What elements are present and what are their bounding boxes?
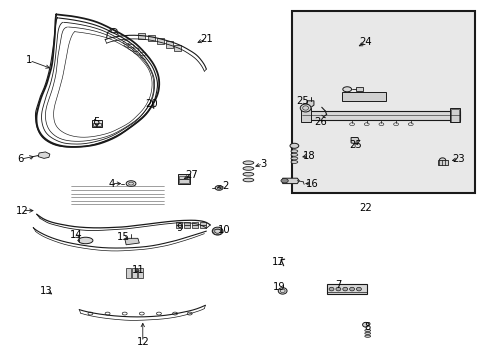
Text: 4: 4: [108, 179, 114, 189]
Bar: [93, 123, 101, 126]
Text: 18: 18: [302, 150, 315, 161]
Text: 17: 17: [271, 257, 284, 267]
Bar: [326, 284, 366, 294]
Bar: [126, 268, 131, 278]
Bar: [302, 111, 459, 120]
Ellipse shape: [290, 157, 297, 160]
Ellipse shape: [335, 287, 340, 291]
Text: 26: 26: [313, 117, 326, 127]
Ellipse shape: [439, 158, 445, 163]
Ellipse shape: [126, 181, 136, 186]
Bar: [177, 174, 190, 184]
Bar: [138, 268, 142, 278]
Ellipse shape: [362, 323, 368, 327]
Ellipse shape: [243, 172, 253, 176]
Ellipse shape: [364, 332, 370, 334]
Bar: [179, 179, 188, 183]
Text: 21: 21: [200, 34, 212, 44]
Polygon shape: [282, 178, 299, 184]
Text: 16: 16: [305, 179, 318, 189]
Ellipse shape: [364, 329, 370, 332]
Bar: [92, 120, 102, 127]
Text: 5: 5: [93, 117, 100, 127]
Text: 23: 23: [451, 154, 464, 164]
Text: 8: 8: [364, 322, 370, 332]
Bar: [183, 222, 190, 225]
Bar: [176, 225, 182, 228]
Text: 7: 7: [334, 280, 341, 290]
Bar: [183, 225, 190, 228]
Ellipse shape: [349, 287, 354, 291]
Text: 9: 9: [176, 222, 183, 233]
Ellipse shape: [290, 153, 297, 156]
Ellipse shape: [300, 104, 310, 112]
Ellipse shape: [364, 335, 370, 337]
Polygon shape: [350, 138, 359, 144]
Text: 25: 25: [295, 96, 308, 106]
Ellipse shape: [280, 179, 288, 183]
Text: 1: 1: [26, 55, 33, 66]
Text: 12: 12: [16, 206, 28, 216]
Ellipse shape: [243, 178, 253, 182]
Bar: [342, 92, 386, 101]
Text: 25: 25: [349, 140, 362, 150]
Ellipse shape: [290, 161, 297, 163]
Bar: [132, 268, 137, 278]
Bar: [138, 33, 144, 39]
Bar: [174, 45, 181, 51]
Bar: [191, 225, 198, 228]
Text: 12: 12: [136, 337, 149, 347]
Text: 6: 6: [17, 154, 24, 164]
Ellipse shape: [342, 287, 347, 291]
Bar: [291, 11, 474, 193]
Ellipse shape: [290, 150, 297, 153]
Text: 2: 2: [222, 181, 229, 192]
Ellipse shape: [278, 288, 286, 294]
Ellipse shape: [78, 237, 93, 244]
Bar: [191, 222, 198, 225]
Ellipse shape: [356, 287, 361, 291]
Text: 13: 13: [40, 285, 53, 296]
Bar: [199, 222, 205, 225]
Ellipse shape: [342, 87, 351, 92]
Bar: [355, 87, 363, 91]
Text: 3: 3: [260, 159, 265, 169]
Ellipse shape: [328, 287, 333, 291]
Polygon shape: [306, 101, 313, 107]
Bar: [199, 225, 205, 228]
Text: 15: 15: [117, 232, 129, 242]
Bar: [449, 108, 459, 122]
Text: 20: 20: [145, 99, 158, 109]
Text: 19: 19: [273, 282, 285, 292]
Ellipse shape: [212, 227, 223, 235]
Text: 22: 22: [359, 203, 371, 213]
Ellipse shape: [243, 161, 253, 165]
Bar: [176, 222, 182, 225]
Text: 14: 14: [69, 230, 82, 240]
Text: 27: 27: [185, 170, 198, 180]
Bar: [166, 41, 173, 48]
Bar: [179, 176, 188, 179]
Ellipse shape: [215, 186, 223, 190]
Ellipse shape: [243, 167, 253, 170]
Bar: [157, 38, 164, 44]
Text: 10: 10: [217, 225, 230, 235]
Bar: [300, 108, 310, 122]
Bar: [147, 35, 154, 41]
Ellipse shape: [289, 143, 298, 148]
Polygon shape: [38, 152, 50, 158]
Polygon shape: [124, 238, 139, 245]
Bar: [437, 160, 447, 165]
Bar: [450, 109, 458, 122]
Text: 11: 11: [131, 265, 144, 275]
Text: 24: 24: [359, 37, 371, 48]
